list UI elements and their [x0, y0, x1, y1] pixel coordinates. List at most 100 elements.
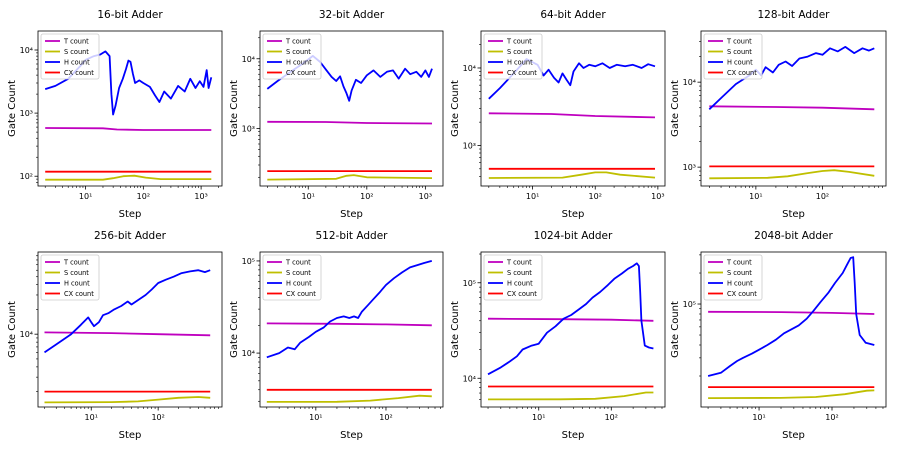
legend-label: CX count: [727, 69, 757, 77]
legend-label: H count: [64, 58, 90, 66]
legend-box: [703, 33, 763, 80]
x-tick-label: 10³: [419, 192, 432, 201]
x-tick-label: 10¹: [749, 192, 762, 201]
legend-label: CX count: [286, 290, 316, 298]
series-line-t-count: [487, 317, 654, 322]
legend: T count S count H count CX count: [262, 254, 322, 301]
x-tick-label: 10²: [137, 192, 150, 201]
subplot-title: 64-bit Adder: [540, 9, 606, 21]
x-tick-label: 10³: [651, 192, 664, 201]
y-tick-label: 10⁴: [683, 78, 696, 87]
x-tick-label: 10²: [825, 413, 838, 422]
axes-frame: [259, 30, 444, 187]
legend-label: H count: [727, 279, 753, 287]
legend: T count S count H count CX count: [40, 33, 100, 80]
x-tick-label: 10¹: [532, 413, 545, 422]
y-tick-label: 10⁵: [463, 279, 476, 288]
y-axis-label: Gate Count: [7, 80, 18, 137]
subplot-4: 10¹ 10² 10³ 10⁴ T count S count H count CX coun…: [670, 9, 887, 220]
series-line-s-count: [267, 174, 433, 181]
subplot-1: 10¹ 10² 10³ 10² 10³ 10⁴ T count S count H count C…: [7, 9, 223, 220]
x-axis-label: Step: [119, 209, 142, 220]
axes-frame: [37, 251, 223, 408]
axes-frame: [700, 251, 887, 408]
series-line-s-count: [45, 174, 212, 181]
legend: T count S count H count CX count: [40, 254, 100, 301]
legend-label: S count: [64, 48, 89, 56]
legend-label: H count: [286, 279, 312, 287]
subplot-6: 10¹ 10² 10⁴ 10⁵ T count S count H count CX coun…: [229, 230, 444, 441]
subplot-title: 256-bit Adder: [94, 230, 167, 242]
series-line-t-count: [266, 322, 432, 327]
subplot-3: 10¹ 10² 10³ 10³ 10⁴ T count S count H count CX c…: [450, 9, 666, 220]
axes-frame: [37, 30, 223, 187]
series-line-s-count: [44, 396, 211, 404]
legend-box: [703, 254, 763, 301]
x-tick-label: 10²: [605, 413, 618, 422]
legend-label: H count: [507, 58, 533, 66]
y-tick-label: 10²: [20, 172, 33, 181]
series-line-s-count: [266, 394, 432, 403]
subplot-title: 1024-bit Adder: [534, 230, 613, 242]
series-line-s-count: [487, 391, 654, 401]
series-line-t-count: [709, 105, 875, 111]
legend-label: S count: [64, 269, 89, 277]
x-axis-label: Step: [782, 209, 805, 220]
x-tick-label: 10¹: [309, 413, 322, 422]
y-tick-label: 10⁴: [20, 46, 33, 55]
legend-label: T count: [63, 258, 89, 266]
y-tick-label: 10⁴: [20, 330, 33, 339]
subplot-2: 10¹ 10² 10³ 10³ 10⁴ T count S count H count CX c…: [229, 9, 444, 220]
y-tick-label: 10⁴: [242, 55, 255, 64]
legend-label: T count: [285, 37, 311, 45]
legend: T count S count H count CX count: [262, 33, 322, 80]
legend-label: CX count: [507, 290, 537, 298]
series-line-t-count: [267, 120, 433, 125]
subplot-title: 512-bit Adder: [316, 230, 389, 242]
legend-box: [40, 33, 100, 80]
y-tick-label: 10⁵: [242, 257, 255, 266]
legend-label: H count: [64, 279, 90, 287]
y-axis-label: Gate Count: [229, 80, 240, 137]
legend-label: T count: [506, 37, 532, 45]
legend-label: T count: [726, 37, 752, 45]
series-line-s-count: [488, 171, 656, 179]
series-line-h-count: [707, 256, 875, 377]
legend-label: S count: [727, 48, 752, 56]
x-tick-label: 10¹: [752, 413, 765, 422]
series-line-h-count: [43, 269, 211, 354]
legend-box: [483, 33, 543, 80]
series-line-s-count: [709, 169, 875, 180]
legend-box: [40, 254, 100, 301]
legend-label: S count: [507, 48, 532, 56]
legend-label: H count: [507, 279, 533, 287]
series-line-t-count: [488, 112, 656, 119]
legend-label: S count: [507, 269, 532, 277]
y-tick-label: 10⁴: [463, 374, 476, 383]
axes-frame: [480, 251, 666, 408]
legend-label: H count: [286, 58, 312, 66]
y-tick-label: 10³: [20, 109, 33, 118]
legend-label: CX count: [286, 69, 316, 77]
y-tick-label: 10³: [683, 163, 696, 172]
y-tick-label: 10³: [463, 141, 476, 150]
legend: T count S count H count CX count: [703, 254, 763, 301]
y-tick-label: 10⁵: [683, 300, 696, 309]
legend-label: S count: [286, 269, 311, 277]
legend-label: T count: [726, 258, 752, 266]
legend-box: [262, 33, 322, 80]
x-axis-label: Step: [340, 430, 363, 441]
y-axis-label: Gate Count: [7, 301, 18, 358]
x-tick-label: 10³: [194, 192, 207, 201]
y-axis-label: Gate Count: [670, 80, 681, 137]
axes-frame: [700, 30, 887, 187]
y-tick-label: 10³: [242, 125, 255, 134]
x-axis-label: Step: [782, 430, 805, 441]
x-tick-label: 10¹: [85, 413, 98, 422]
series-line-t-count: [44, 331, 211, 337]
axes-frame: [259, 251, 444, 408]
x-axis-label: Step: [562, 209, 585, 220]
x-axis-label: Step: [340, 209, 363, 220]
legend-box: [262, 254, 322, 301]
legend-label: CX count: [507, 69, 537, 77]
